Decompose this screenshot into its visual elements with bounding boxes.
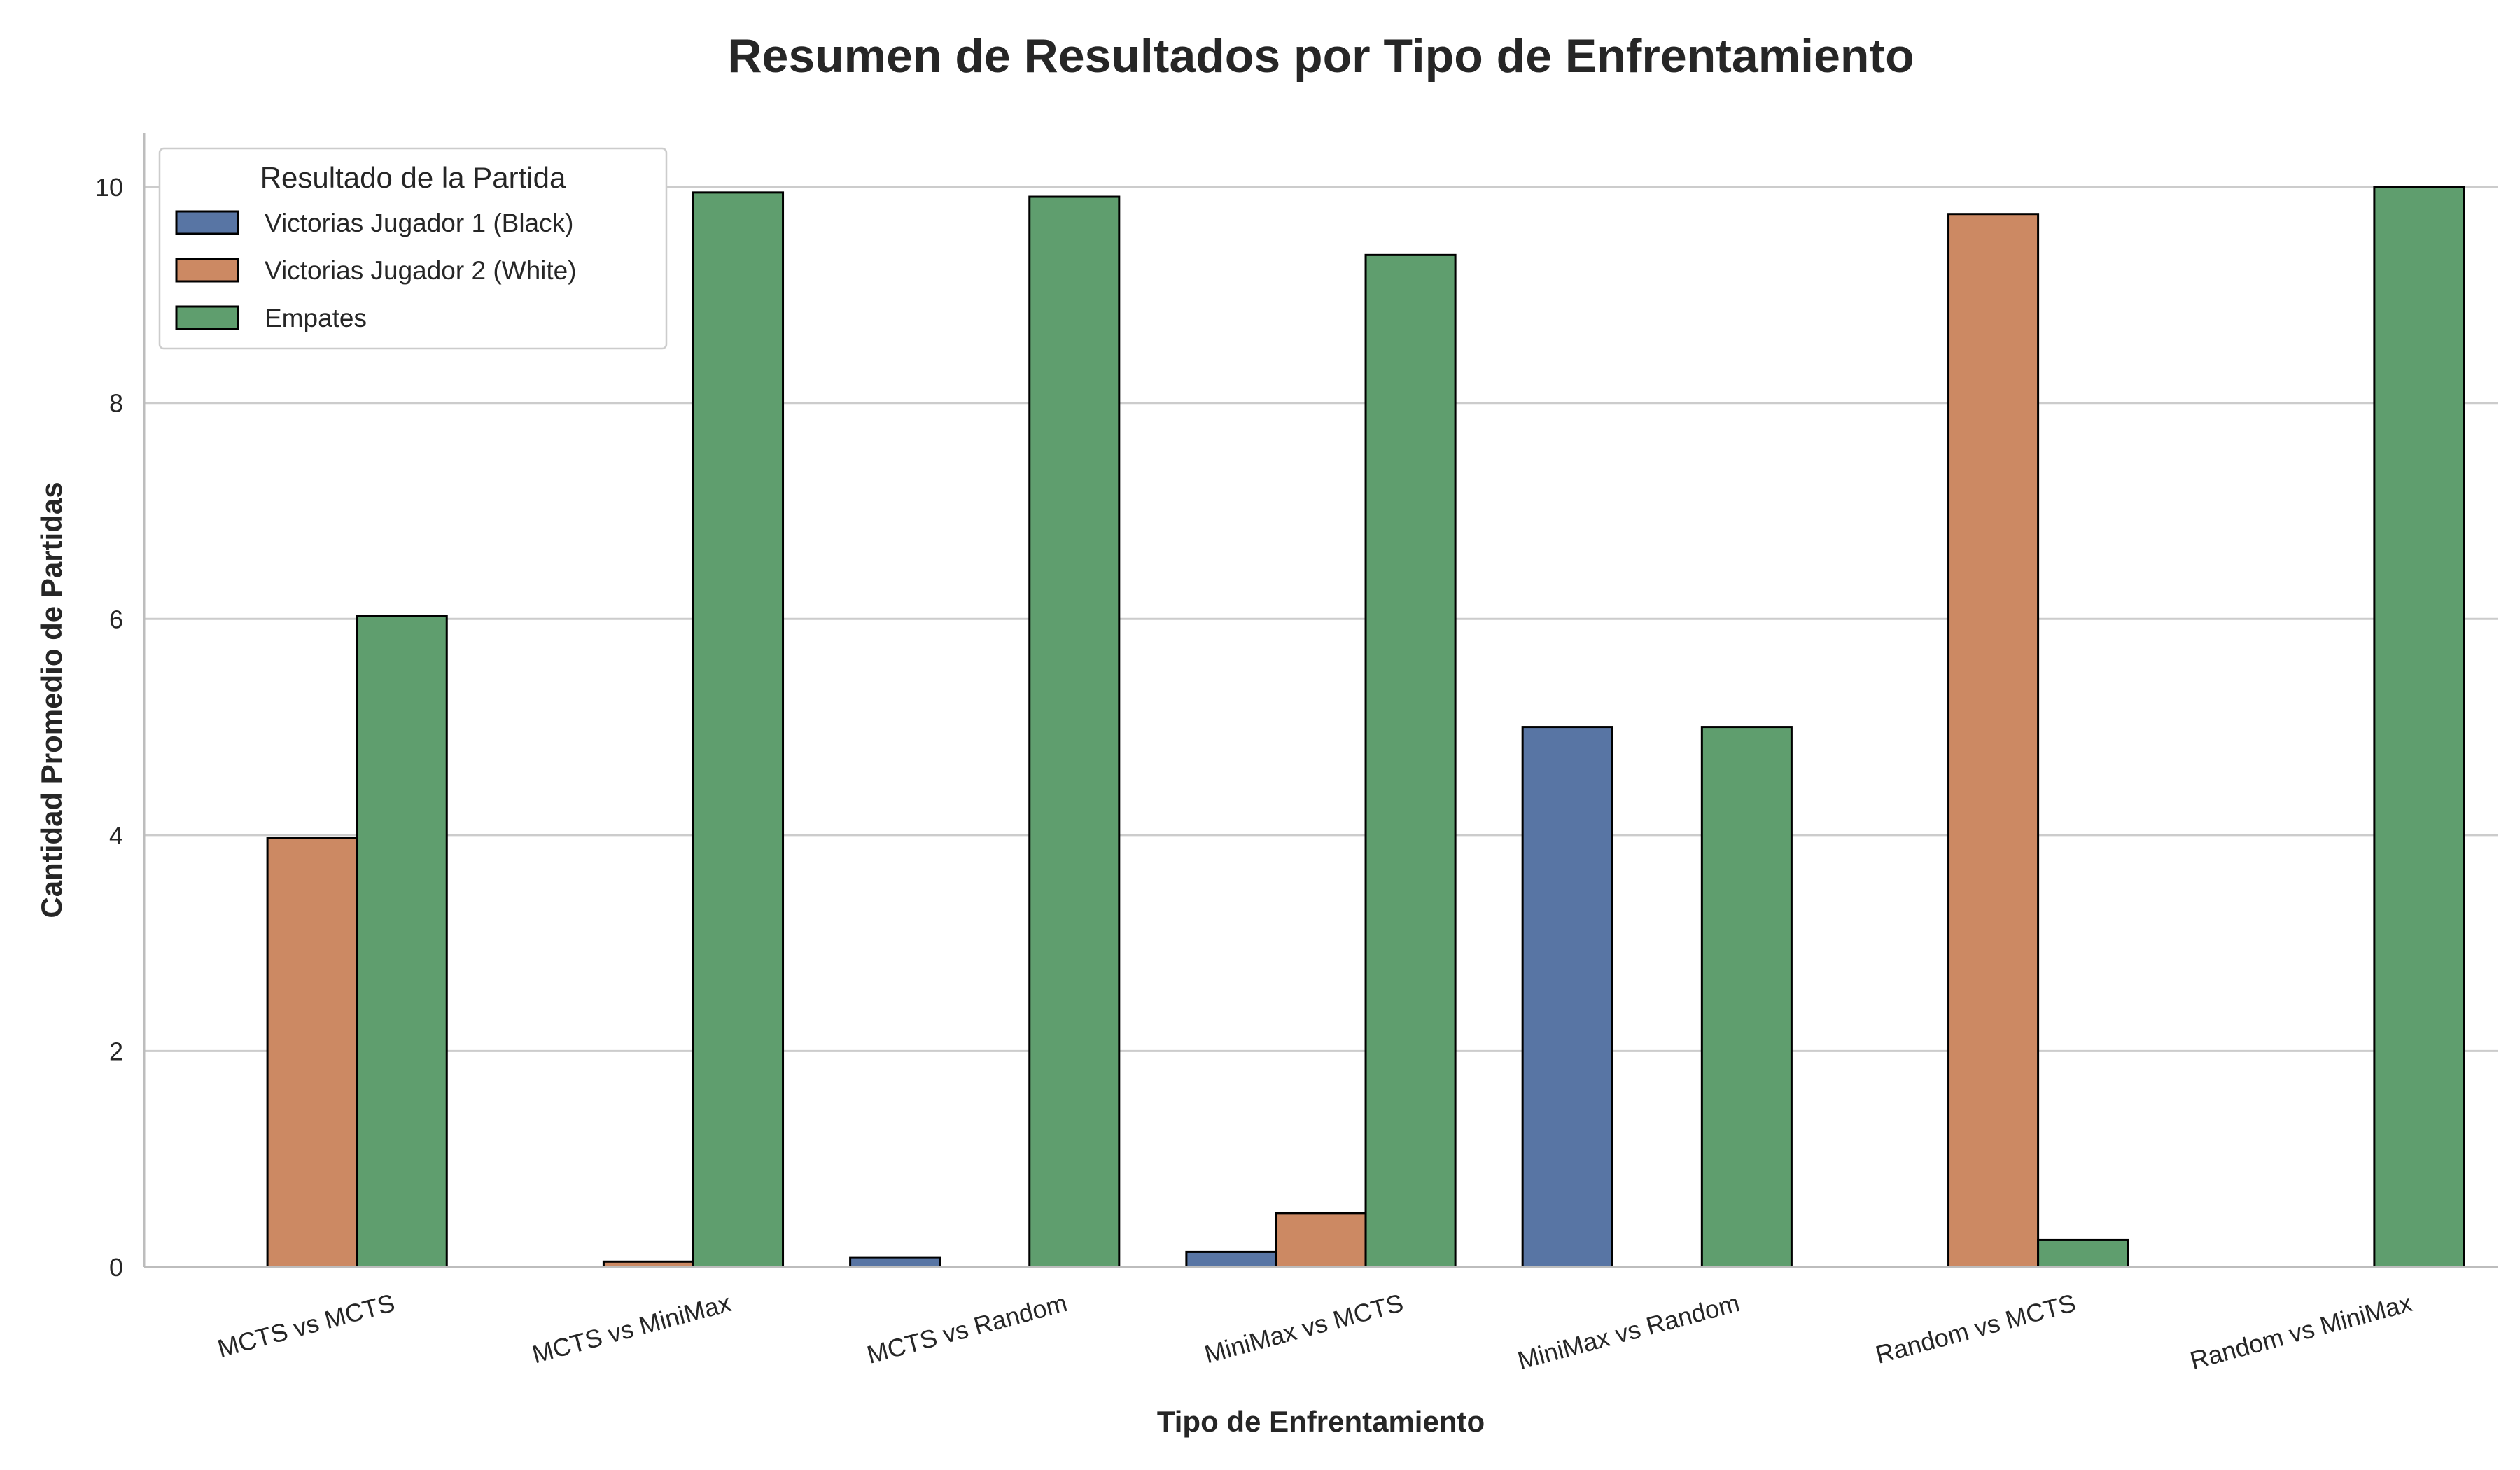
- y-tick-label: 10: [95, 173, 123, 202]
- x-tick-label: MiniMax vs MCTS: [1201, 1288, 1406, 1368]
- y-tick-label: 6: [109, 605, 123, 634]
- bar-1-3: [1275, 1212, 1367, 1268]
- x-axis-title: Tipo de Enfrentamiento: [1157, 1405, 1485, 1438]
- legend-title: Resultado de la Partida: [260, 161, 566, 194]
- legend-swatch: [175, 210, 239, 235]
- bar-0-4: [1521, 726, 1614, 1268]
- bars: [266, 186, 2465, 1268]
- bar-2-0: [356, 615, 448, 1268]
- legend: Resultado de la Partida Victorias Jugado…: [158, 147, 668, 350]
- x-tick-label: MCTS vs Random: [864, 1288, 1070, 1369]
- y-tick-label: 0: [109, 1253, 123, 1282]
- x-tick-label: MiniMax vs Random: [1515, 1288, 1743, 1375]
- legend-frame: [158, 147, 668, 350]
- legend-swatch: [175, 305, 239, 330]
- x-tick-label: Random vs MiniMax: [2187, 1288, 2415, 1375]
- axes: [143, 133, 2498, 1268]
- bar-2-5: [2037, 1238, 2129, 1268]
- bar-2-1: [692, 191, 785, 1268]
- y-tick-label: 8: [109, 389, 123, 418]
- chart-title: Resumen de Resultados por Tipo de Enfren…: [727, 29, 1914, 83]
- y-tick-label: 2: [109, 1037, 123, 1065]
- bar-2-4: [1700, 726, 1793, 1268]
- bar-1-5: [1947, 213, 2040, 1268]
- bar-2-6: [2373, 186, 2465, 1268]
- bar-1-0: [266, 836, 358, 1268]
- bar-0-2: [849, 1256, 941, 1268]
- y-tick-label: 4: [109, 821, 123, 850]
- legend-swatch: [175, 258, 239, 283]
- bar-2-3: [1364, 253, 1457, 1268]
- legend-entry-label: Victorias Jugador 1 (Black): [265, 209, 573, 237]
- x-tick-label: Random vs MCTS: [1872, 1288, 2079, 1369]
- x-tick-labels: MCTS vs MCTS MCTS vs MiniMax MCTS vs Rando…: [214, 1288, 2414, 1375]
- legend-items: Victorias Jugador 1 (Black) Victorias Jug…: [175, 209, 577, 332]
- y-tick-labels: 0 2 4 6 8 10: [95, 173, 123, 1282]
- bar-2-2: [1028, 195, 1121, 1268]
- legend-entry-label: Empates: [265, 304, 367, 332]
- y-axis-title: Cantidad Promedio de Partidas: [35, 482, 68, 918]
- bar-0-3: [1185, 1250, 1278, 1268]
- x-tick-label: MCTS vs MCTS: [214, 1288, 398, 1363]
- legend-entry-label: Victorias Jugador 2 (White): [265, 256, 577, 285]
- x-tick-label: MCTS vs MiniMax: [529, 1288, 734, 1368]
